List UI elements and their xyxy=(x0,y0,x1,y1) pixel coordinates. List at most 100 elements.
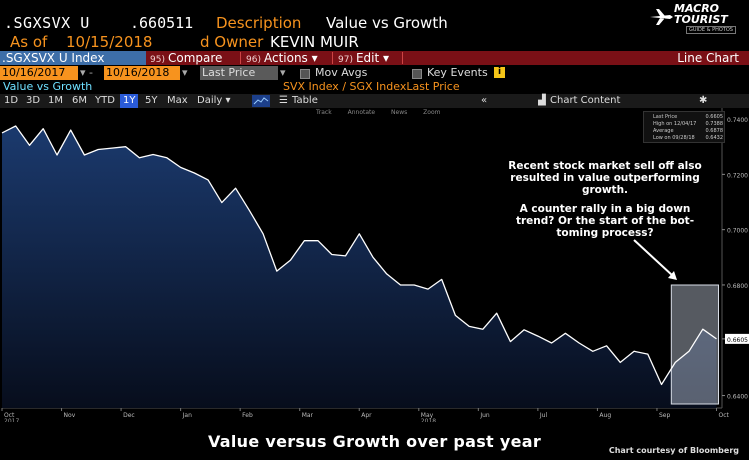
period-max[interactable]: Max xyxy=(167,95,188,106)
security-field[interactable]: .SGXSVX U Index xyxy=(0,51,146,65)
function-toolbar: .SGXSVX U Index 95) Compare 96) Actions ▾ … xyxy=(0,51,749,65)
actions-num: 96) xyxy=(246,55,261,65)
chart-legend: Last Price 0.6605 High on 12/04/17 0.7388 … xyxy=(643,111,725,143)
collapse-icon[interactable]: « xyxy=(481,95,488,106)
legend-value: 0.6605 xyxy=(705,114,724,120)
x-year-label: 2018 xyxy=(421,418,436,422)
edit-button[interactable]: 97) Edit ▾ xyxy=(338,51,389,65)
x-tick-label: Mar xyxy=(302,412,314,419)
period-bar: 1D 3D 1M 6M YTD 1Y 5Y Max Daily ▾ ☰ Tabl… xyxy=(0,94,749,108)
asof-label: As of xyxy=(10,33,48,51)
price-field-select[interactable]: Last Price xyxy=(200,66,278,80)
series-area xyxy=(2,126,717,408)
current-price: .660511 xyxy=(130,14,194,32)
x-tick-label: Apr xyxy=(361,412,372,419)
description-label: Description xyxy=(216,14,302,32)
header-bar: .SGXSVX U .660511 Description Value vs G… xyxy=(0,0,749,51)
table-icon[interactable]: ☰ xyxy=(279,95,288,106)
legend-row: Average 0.6878 xyxy=(653,128,723,134)
description-value: Value vs Growth xyxy=(326,14,448,32)
mov-avgs-checkbox[interactable] xyxy=(300,69,310,79)
legend-label: Average xyxy=(653,128,674,134)
legend-row: Last Price 0.6605 xyxy=(653,114,723,120)
end-date-field[interactable]: 10/16/2018 xyxy=(104,66,180,80)
y-tick-label: 0.6400 xyxy=(727,394,748,401)
field-dropdown-icon[interactable]: ▾ xyxy=(280,66,286,79)
annotate-tool[interactable]: Annotate xyxy=(347,109,376,116)
period-5y[interactable]: 5Y xyxy=(145,95,158,106)
chart-titles: Value vs Growth SVX Index / SGX IndexLas… xyxy=(0,80,749,94)
y-tick-label: 0.6800 xyxy=(727,283,748,290)
x-tick-label: Oct xyxy=(719,412,730,419)
end-date-dropdown-icon[interactable]: ▾ xyxy=(182,66,188,79)
compare-button[interactable]: 95) Compare xyxy=(150,51,222,65)
series-line xyxy=(1,125,717,386)
start-date-field[interactable]: 10/16/2017 xyxy=(0,66,78,80)
legend-row: High on 12/04/17 0.7388 xyxy=(653,121,723,127)
legend-value: 0.7388 xyxy=(705,121,724,127)
y-tick-label: 0.7400 xyxy=(727,117,748,124)
x-tick-label: Jun xyxy=(479,412,490,419)
y-tick-label: 0.7000 xyxy=(727,228,748,235)
track-tool[interactable]: Track xyxy=(316,109,332,116)
period-1m[interactable]: 1M xyxy=(48,95,63,106)
y-tick-label: 0.6605 xyxy=(727,337,748,344)
annotation-arrow-head xyxy=(668,271,677,280)
highlight-box xyxy=(670,284,719,405)
toolbar-divider xyxy=(402,52,403,64)
chart-toolbar: Track Annotate News Zoom xyxy=(316,109,454,116)
key-events-checkbox[interactable] xyxy=(412,69,422,79)
period-ytd[interactable]: YTD xyxy=(95,95,115,106)
mov-avgs-label: Mov Avgs xyxy=(315,66,368,79)
date-separator: ▾ - xyxy=(80,66,93,79)
ticker: .SGXSVX U xyxy=(4,14,90,32)
period-1y[interactable]: 1Y xyxy=(120,94,139,108)
x-tick-label: Jan xyxy=(182,412,192,419)
edit-num: 97) xyxy=(338,55,353,65)
table-button[interactable]: Table xyxy=(292,95,318,106)
actions-label: Actions ▾ xyxy=(263,51,318,65)
logo-line1: MACRO xyxy=(674,2,720,15)
logo-line3: GUIDE & PHOTOS xyxy=(686,26,736,34)
chart-title-right: SVX Index / SGX IndexLast Price xyxy=(283,80,460,93)
period-3d[interactable]: 3D xyxy=(26,95,41,106)
last-price-marker xyxy=(725,333,749,344)
period-1d[interactable]: 1D xyxy=(4,95,19,106)
date-controls: 10/16/2017 ▾ - 10/16/2018 ▾ Last Price ▾… xyxy=(0,66,749,80)
edit-label: Edit ▾ xyxy=(355,51,390,65)
courtesy-note: Chart courtesy of Bloomberg xyxy=(608,446,739,455)
compare-label: Compare xyxy=(167,51,223,65)
asof-date: 10/15/2018 xyxy=(66,33,153,51)
legend-label: Low on 09/28/18 xyxy=(653,135,695,141)
y-tick-label: 0.7200 xyxy=(727,172,748,179)
x-tick-label: Nov xyxy=(64,412,76,419)
zoom-tool[interactable]: Zoom xyxy=(423,109,441,116)
logo-line2: TOURIST xyxy=(674,13,728,26)
macro-tourist-logo: MACRO TOURIST GUIDE & PHOTOS xyxy=(648,2,744,34)
owner-name: KEVIN MUIR xyxy=(270,33,359,51)
x-tick-label: Dec xyxy=(123,412,135,419)
chart-type-label[interactable]: Line Chart xyxy=(677,51,739,65)
chart-title-left: Value vs Growth xyxy=(3,80,93,93)
toolbar-divider xyxy=(332,52,333,64)
compare-num: 95) xyxy=(150,55,165,65)
gear-icon[interactable]: ✱ xyxy=(699,95,708,106)
chart-content-button[interactable]: Chart Content xyxy=(550,95,621,106)
annotation-text-1: Recent stock market sell off also result… xyxy=(508,160,702,196)
price-chart[interactable]: 0.6400 0.6605 0.6800 0.7000 0.7200 0.7400 Oct 2… xyxy=(0,108,749,422)
key-events-label: Key Events xyxy=(427,66,488,79)
toolbar-divider xyxy=(240,52,241,64)
news-tool[interactable]: News xyxy=(391,109,408,116)
x-tick-label: Sep xyxy=(659,412,671,419)
actions-button[interactable]: 96) Actions ▾ xyxy=(246,51,318,65)
x-tick-label: May xyxy=(421,412,434,419)
frequency-select[interactable]: Daily ▾ xyxy=(197,95,231,106)
x-tick-label: Jul xyxy=(539,412,548,419)
line-chart-toggle-icon[interactable] xyxy=(252,94,270,108)
info-icon[interactable]: i xyxy=(494,67,505,78)
owner-label: d Owner xyxy=(200,33,264,51)
chart-content-icon[interactable]: ▟ xyxy=(538,95,546,106)
legend-value: 0.6432 xyxy=(705,135,724,141)
legend-label: Last Price xyxy=(653,114,678,120)
period-6m[interactable]: 6M xyxy=(72,95,87,106)
